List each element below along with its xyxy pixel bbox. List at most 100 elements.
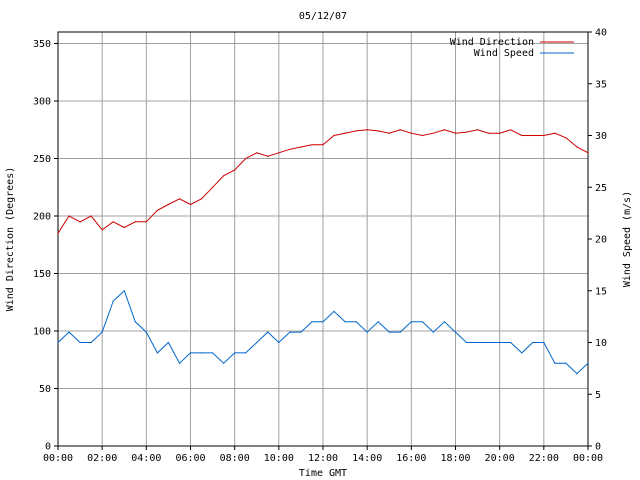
- wind-speed-point: [189, 352, 192, 354]
- left-tick-label: 50: [39, 384, 51, 395]
- wind-speed-point: [178, 362, 181, 364]
- wind-direction-point: [90, 215, 92, 217]
- right-tick-label: 15: [595, 286, 607, 297]
- wind-direction-point: [189, 203, 192, 206]
- wind-speed-point: [156, 352, 158, 354]
- wind-direction-point: [565, 137, 567, 139]
- left-tick-label: 250: [33, 154, 51, 165]
- wind-direction-point: [112, 221, 114, 223]
- wind-speed-point: [587, 362, 589, 364]
- wind-speed-point: [488, 341, 490, 344]
- wind-speed-point: [576, 373, 578, 375]
- wind-direction-point: [156, 209, 158, 211]
- wind-direction-point: [289, 148, 291, 150]
- wind-direction-point: [123, 226, 125, 229]
- left-axis-label: Wind Direction (Degrees): [5, 167, 16, 312]
- right-axis-label: Wind Speed (m/s): [622, 191, 633, 287]
- wind-direction-point: [68, 215, 70, 217]
- wind-direction-point: [454, 132, 457, 134]
- x-tick-label: 14:00: [352, 453, 382, 464]
- series-lines: [57, 129, 589, 375]
- wind-direction-point: [355, 130, 357, 132]
- x-tick-label: 06:00: [175, 453, 205, 464]
- wind-direction-point: [388, 132, 390, 134]
- wind-speed-point: [134, 321, 136, 323]
- wind-direction-point: [57, 232, 59, 234]
- wind-direction-point: [377, 130, 379, 132]
- wind-speed-point: [289, 331, 291, 333]
- right-tick-label: 0: [595, 442, 601, 453]
- wind-speed-point: [388, 331, 390, 333]
- wind-speed-point: [57, 341, 59, 344]
- left-axis-ticks: 0 50 100 150 200 250 300 350: [33, 39, 58, 453]
- x-tick-label: 12:00: [308, 453, 338, 464]
- wind-direction-point: [366, 129, 368, 131]
- x-tick-label: 18:00: [440, 453, 470, 464]
- wind-speed-point: [223, 362, 225, 364]
- wind-speed-point: [333, 310, 335, 312]
- left-tick-label: 350: [33, 39, 51, 50]
- wind-direction-point: [432, 132, 434, 134]
- wind-speed-point: [410, 321, 412, 323]
- grid-lines: [57, 32, 589, 447]
- legend-label-direction: Wind Direction: [450, 37, 534, 48]
- x-tick-label: 02:00: [87, 453, 117, 464]
- wind-speed-point: [278, 341, 280, 344]
- right-axis-ticks: 0 5 10 15 20 25 30 35 40: [588, 28, 607, 453]
- wind-direction-point: [200, 198, 203, 200]
- x-tick-label: 00:00: [573, 453, 603, 464]
- right-tick-label: 20: [595, 235, 607, 246]
- x-tick-label: 08:00: [220, 453, 250, 464]
- wind-direction-point: [499, 132, 501, 134]
- wind-direction-point: [223, 175, 225, 177]
- wind-speed-point: [499, 341, 501, 344]
- left-tick-label: 100: [33, 327, 51, 338]
- wind-direction-point: [587, 152, 589, 154]
- wind-speed-point: [355, 321, 357, 323]
- wind-speed-point: [245, 352, 247, 354]
- wind-speed-point: [322, 321, 324, 323]
- wind-direction-point: [234, 169, 236, 171]
- wind-direction-point: [344, 132, 346, 134]
- wind-direction-point: [278, 152, 280, 154]
- wind-direction-point: [101, 229, 103, 231]
- wind-speed-point: [521, 352, 523, 354]
- left-tick-label: 200: [33, 212, 51, 223]
- wind-direction-point: [554, 132, 556, 134]
- legend: Wind Direction Wind Speed: [450, 37, 574, 59]
- wind-direction-point: [421, 134, 423, 137]
- wind-speed-point: [267, 331, 269, 333]
- right-tick-label: 40: [595, 28, 607, 39]
- wind-speed-point: [101, 331, 103, 333]
- wind-direction-point: [465, 131, 468, 133]
- x-tick-label: 16:00: [396, 453, 426, 464]
- wind-speed-point: [234, 352, 236, 354]
- wind-speed-point: [200, 352, 203, 354]
- wind-speed-point: [366, 331, 368, 333]
- wind-speed-point: [510, 341, 512, 344]
- wind-direction-point: [543, 134, 545, 137]
- wind-speed-point: [90, 341, 92, 344]
- wind-speed-point: [300, 331, 302, 333]
- wind-direction-point: [267, 155, 269, 157]
- x-axis-ticks: 00:00 02:00 04:00 06:00 08:00 10:00 12:00 14:00…: [43, 446, 603, 464]
- wind-speed-point: [565, 362, 567, 364]
- wind-speed-point: [477, 341, 479, 344]
- x-tick-label: 22:00: [529, 453, 559, 464]
- wind-speed-point: [344, 321, 346, 323]
- wind-speed-point: [212, 352, 214, 354]
- wind-direction-point: [510, 129, 512, 131]
- wind-speed-point: [465, 341, 468, 344]
- wind-speed-point: [454, 331, 457, 333]
- wind-speed-point: [554, 362, 556, 364]
- wind-speed-point: [256, 341, 258, 344]
- wind-direction-point: [410, 132, 412, 134]
- wind-direction-point: [333, 134, 335, 137]
- wind-direction-point: [134, 221, 136, 223]
- wind-direction-point: [245, 157, 247, 160]
- wind-direction-point: [443, 129, 446, 131]
- wind-speed-point: [443, 321, 446, 323]
- wind-direction-point: [488, 132, 490, 134]
- wind-speed-point: [68, 331, 70, 333]
- right-tick-label: 30: [595, 131, 607, 142]
